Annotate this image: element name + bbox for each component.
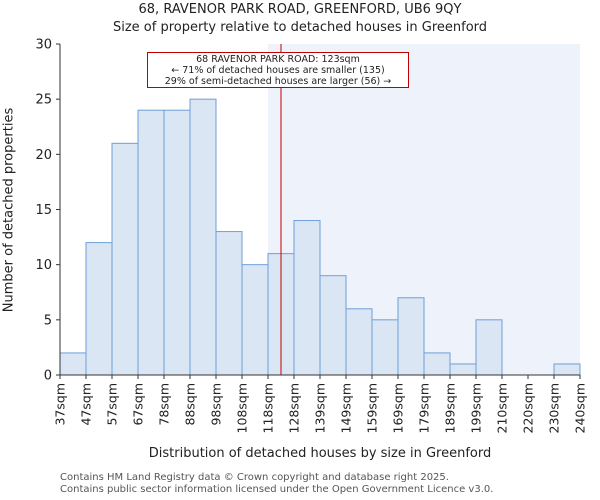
x-tick-label: 240sqm (573, 383, 588, 433)
x-tick-label: 118sqm (261, 383, 276, 433)
y-tick-label: 25 (35, 93, 52, 108)
attribution-footer: Contains HM Land Registry data © Crown c… (60, 472, 493, 496)
histogram-bar (475, 319, 503, 376)
x-tick-label: 179sqm (417, 383, 432, 433)
histogram-bar (449, 363, 477, 376)
annotation-line-2: ← 71% of detached houses are smaller (13… (171, 65, 385, 76)
x-tick-label: 149sqm (339, 383, 354, 433)
x-tick-label: 169sqm (391, 383, 406, 433)
x-tick-label: 57sqm (105, 383, 120, 426)
y-tick-label: 5 (44, 313, 52, 328)
annotation-line-3: 29% of semi-detached houses are larger (… (164, 76, 392, 87)
x-tick-label: 37sqm (53, 383, 68, 426)
histogram-bar (241, 264, 269, 376)
x-tick-label: 88sqm (183, 383, 198, 426)
histogram-bar (345, 308, 373, 376)
y-tick-label: 30 (35, 38, 52, 53)
y-tick-label: 0 (44, 369, 52, 384)
x-tick-label: 159sqm (365, 383, 380, 433)
y-axis-label: Number of detached properties (1, 107, 17, 313)
histogram-bar (319, 275, 347, 376)
y-tick-label: 20 (35, 148, 52, 163)
x-axis-label: Distribution of detached houses by size … (148, 446, 492, 461)
histogram-bar (189, 98, 217, 376)
x-tick-label: 210sqm (495, 383, 510, 433)
x-tick-label: 67sqm (131, 383, 146, 426)
x-tick-label: 108sqm (235, 383, 250, 433)
x-tick-label: 189sqm (443, 383, 458, 433)
annotation-line-1: 68 RAVENOR PARK ROAD: 123sqm (196, 54, 360, 65)
footer-line-2: Contains public sector information licen… (60, 484, 494, 495)
y-tick-label: 15 (35, 203, 52, 218)
property-annotation-box: 68 RAVENOR PARK ROAD: 123sqm ← 71% of de… (147, 52, 409, 88)
x-tick-label: 139sqm (313, 383, 328, 433)
histogram-bar (111, 142, 139, 376)
histogram-bar (85, 242, 113, 376)
histogram-bar (371, 319, 399, 376)
histogram-bar (59, 352, 87, 376)
y-tick-label: 10 (35, 258, 52, 273)
histogram-bar (163, 109, 191, 376)
footer-line-1: Contains HM Land Registry data © Crown c… (60, 472, 449, 483)
histogram-bar (553, 363, 581, 376)
histogram-bar (423, 352, 451, 376)
x-tick-label: 47sqm (79, 383, 94, 426)
histogram-bar (137, 109, 165, 376)
x-tick-label: 199sqm (469, 383, 484, 433)
x-tick-label: 98sqm (209, 383, 224, 426)
x-tick-label: 128sqm (287, 383, 302, 433)
chart-title: 68, RAVENOR PARK ROAD, GREENFORD, UB6 9Q… (138, 2, 462, 17)
histogram-bar (397, 297, 425, 376)
chart-subtitle: Size of property relative to detached ho… (112, 20, 488, 35)
x-tick-label: 230sqm (547, 383, 562, 433)
histogram-bar (215, 231, 243, 376)
x-tick-label: 220sqm (521, 383, 536, 433)
x-tick-label: 78sqm (157, 383, 172, 426)
histogram-bar (293, 220, 321, 376)
